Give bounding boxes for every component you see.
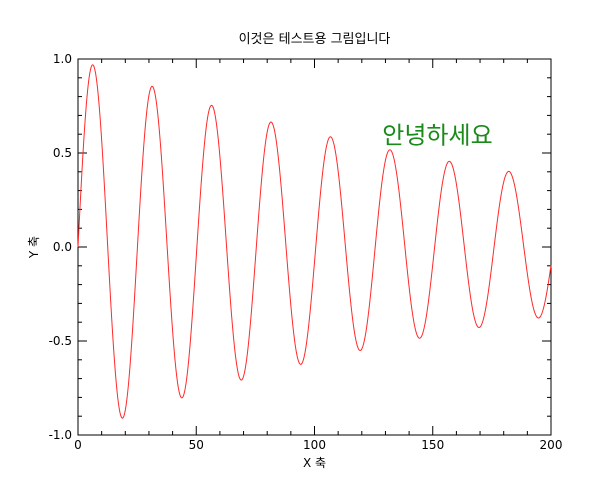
annotation-text: 안녕하세요 bbox=[382, 122, 492, 150]
x-tick-label: 100 bbox=[303, 438, 326, 452]
x-tick-labels: 0 50 100 150 200 bbox=[74, 438, 562, 452]
x-tick-label: 0 bbox=[74, 438, 82, 452]
x-tick-label: 200 bbox=[540, 438, 563, 452]
x-axis-label: X 축 bbox=[303, 456, 326, 470]
x-tick-label: 150 bbox=[421, 438, 444, 452]
y-tick-label: -1.0 bbox=[49, 428, 72, 442]
y-tick-label: 0.0 bbox=[53, 240, 72, 254]
y-axis-label: Y 축 bbox=[27, 236, 41, 259]
series-line bbox=[77, 64, 552, 419]
y-tick-labels: -1.0 -0.5 0.0 0.5 1.0 bbox=[49, 52, 72, 442]
chart-title: 이것은 테스트용 그림입니다 bbox=[239, 32, 391, 47]
axis-ticks bbox=[77, 58, 552, 436]
y-tick-label: 1.0 bbox=[53, 52, 72, 66]
x-tick-label: 50 bbox=[189, 438, 204, 452]
y-tick-label: 0.5 bbox=[53, 146, 72, 160]
y-tick-label: -0.5 bbox=[49, 334, 72, 348]
plot-frame bbox=[77, 58, 552, 436]
series-group bbox=[77, 64, 552, 419]
